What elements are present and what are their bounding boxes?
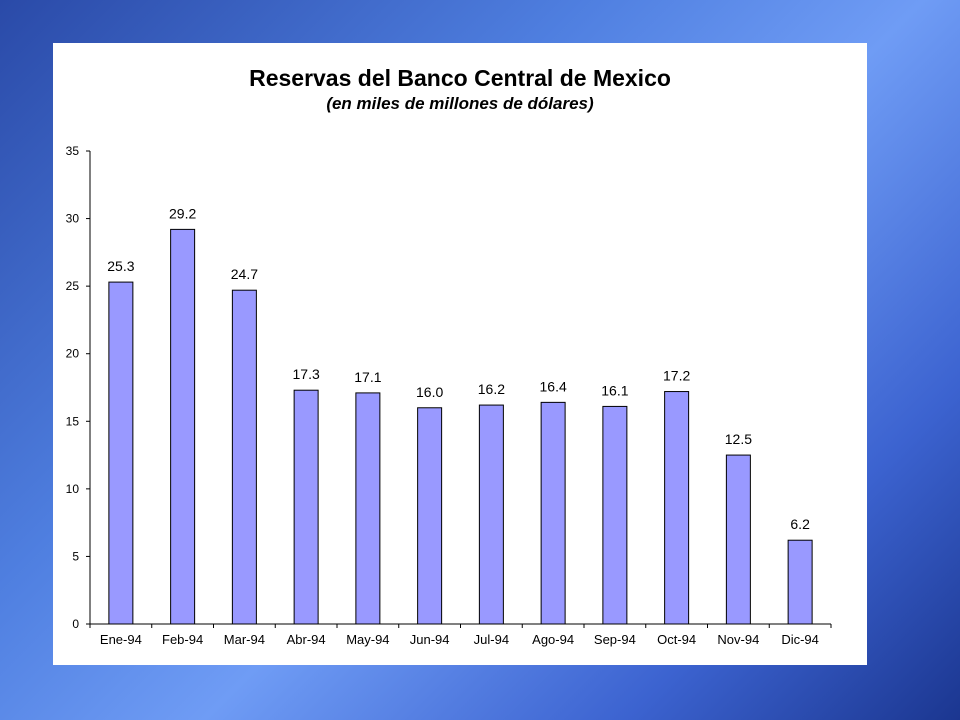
bar-chart: Reservas del Banco Central de Mexico (en… — [66, 65, 832, 647]
bar-value-label: 17.3 — [293, 366, 320, 382]
bar-may-94 — [355, 392, 381, 625]
x-category-label: May-94 — [346, 632, 389, 647]
x-category-label: Sep-94 — [594, 632, 636, 647]
x-category-label: Feb-94 — [162, 632, 203, 647]
bar-jul-94 — [478, 404, 504, 625]
bar-value-label: 29.2 — [169, 205, 196, 221]
y-tick-label: 0 — [72, 617, 79, 631]
bar-value-label: 16.4 — [540, 378, 567, 394]
chart-subtitle: (en miles de millones de dólares) — [326, 94, 594, 113]
bar-mar-94 — [231, 289, 257, 625]
bar-value-label: 24.7 — [231, 266, 258, 282]
bar-nov-94 — [725, 454, 751, 625]
y-tick-label: 10 — [66, 482, 80, 496]
bar-value-label: 16.0 — [416, 384, 443, 400]
bar-ago-94 — [540, 401, 566, 625]
bar-value-label: 16.1 — [601, 382, 628, 398]
x-category-label: Jun-94 — [410, 632, 450, 647]
axes: 0 5 10 15 20 25 30 35 Ene-94 Feb-94 Mar-94 Abr-94 Ma… — [66, 144, 832, 647]
bar-oct-94 — [664, 391, 690, 625]
bar-ene-94 — [108, 281, 134, 625]
y-tick-label: 20 — [66, 347, 80, 361]
bar-value-label: 17.1 — [354, 369, 381, 385]
bars — [108, 228, 813, 625]
bar-value-label: 12.5 — [725, 431, 752, 447]
x-category-label: Jul-94 — [474, 632, 509, 647]
x-category-label: Nov-94 — [717, 632, 759, 647]
bar-value-label: 25.3 — [107, 258, 134, 274]
x-category-label: Ene-94 — [100, 632, 142, 647]
bar-abr-94 — [293, 389, 319, 625]
bar-sep-94 — [602, 405, 628, 625]
bar-value-label: 17.2 — [663, 368, 690, 384]
x-category-label: Ago-94 — [532, 632, 574, 647]
y-tick-label: 25 — [66, 279, 80, 293]
x-category-label: Oct-94 — [657, 632, 696, 647]
y-tick-label: 35 — [66, 144, 80, 158]
bar-jun-94 — [417, 407, 443, 625]
bar-value-label: 16.2 — [478, 381, 505, 397]
chart-title: Reservas del Banco Central de Mexico — [249, 65, 671, 91]
y-tick-label: 15 — [66, 414, 80, 428]
bar-value-label: 6.2 — [790, 516, 810, 532]
x-category-label: Dic-94 — [781, 632, 819, 647]
bar-feb-94 — [170, 228, 196, 625]
data-labels: 25.3 29.2 24.7 17.3 17.1 16.0 16.2 16.4 16.1 17.2… — [107, 205, 810, 532]
bar-dic-94 — [787, 539, 813, 625]
y-tick-label: 5 — [72, 549, 79, 563]
chart-panel: Reservas del Banco Central de Mexico (en… — [53, 43, 867, 665]
x-category-label: Mar-94 — [224, 632, 265, 647]
y-tick-label: 30 — [66, 212, 80, 226]
x-category-label: Abr-94 — [287, 632, 326, 647]
